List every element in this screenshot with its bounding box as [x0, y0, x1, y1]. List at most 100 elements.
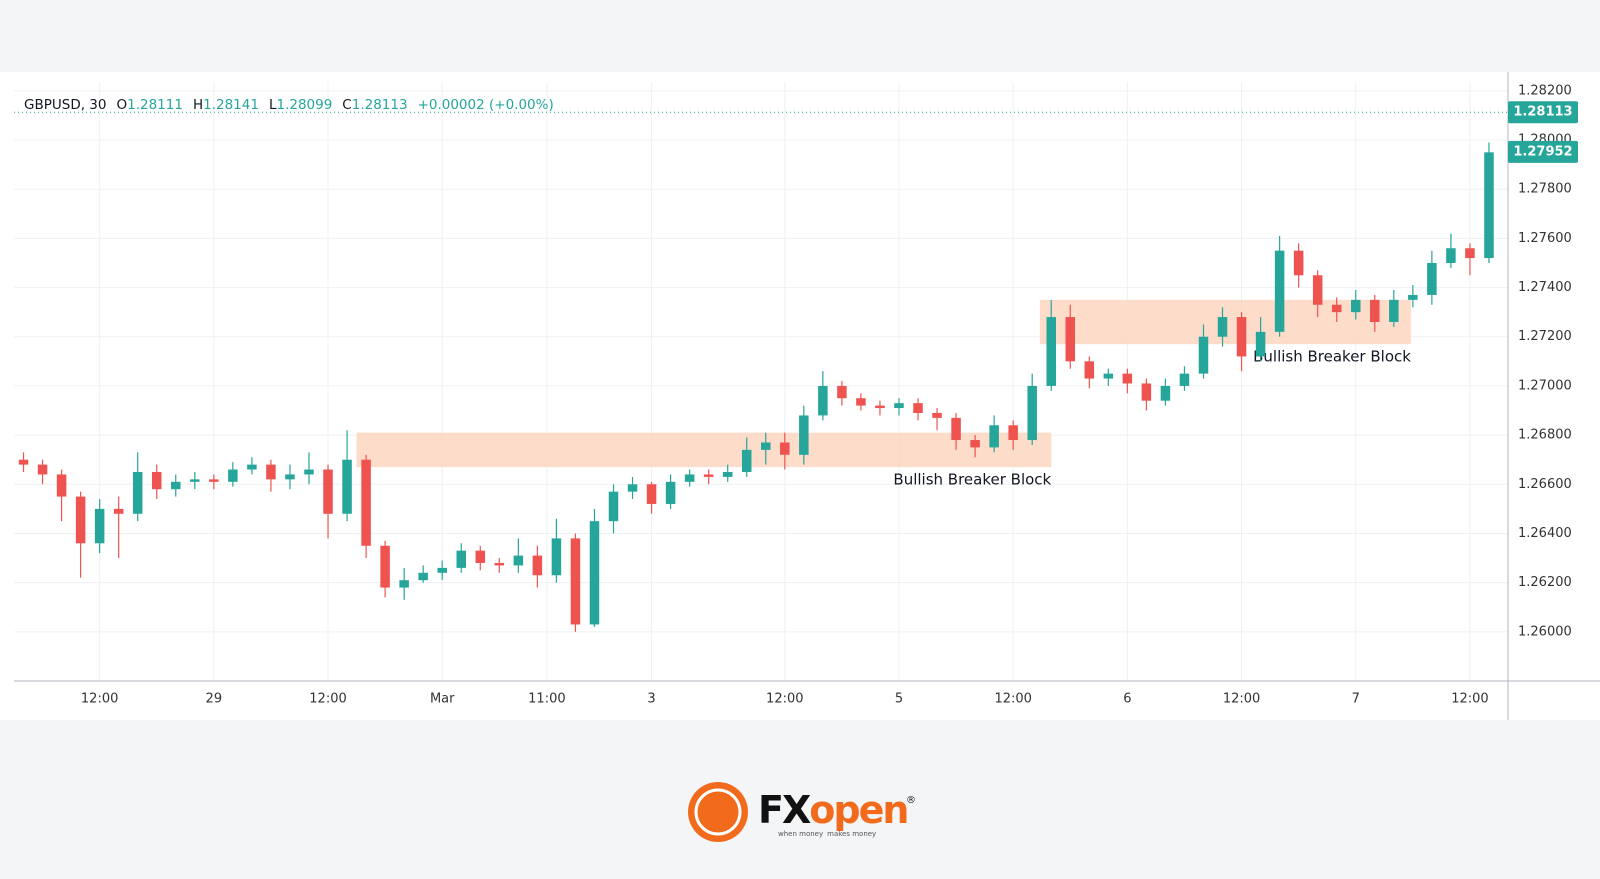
candle-body: [113, 508, 124, 514]
candle-body: [1008, 425, 1018, 441]
y-tick-label: 1.26400: [1518, 526, 1572, 541]
chart-layer: 1.282001.280001.278001.276001.274001.272…: [14, 72, 1600, 720]
candle-body: [1179, 373, 1190, 386]
candle-body: [761, 442, 771, 450]
candle-body: [1255, 331, 1266, 357]
candle-body: [437, 567, 447, 573]
candle-body: [171, 481, 181, 490]
candle-body: [1350, 299, 1361, 313]
y-tick-label: 1.26000: [1518, 624, 1572, 639]
candle-body: [1160, 385, 1171, 401]
candle-body: [37, 464, 48, 475]
x-tick-label: 12:00: [766, 692, 803, 707]
y-tick-label: 1.26200: [1518, 575, 1572, 590]
candle-body: [799, 415, 809, 455]
x-tick-label: 29: [206, 692, 223, 707]
y-tick-label: 1.27000: [1518, 378, 1572, 393]
candle-body: [780, 442, 790, 455]
candle-body: [1122, 373, 1133, 384]
candle-body: [342, 459, 352, 514]
brand: FXopen: [758, 788, 907, 832]
candle-body: [551, 538, 562, 576]
tagline: when money makes money: [778, 830, 876, 838]
candle-body: [837, 385, 847, 399]
x-tick-label: 12:00: [309, 692, 346, 707]
candle-body: [894, 403, 904, 409]
candle-body: [1370, 299, 1380, 322]
high-label: H: [193, 97, 203, 113]
candle-body: [361, 459, 371, 546]
x-tick-label: 5: [895, 692, 903, 707]
x-tick-label: 3: [647, 692, 655, 707]
candle-body: [1408, 294, 1418, 300]
candle-body: [1027, 385, 1037, 441]
candle-body: [1446, 248, 1456, 263]
candle-body: [475, 550, 486, 563]
candle-body: [856, 398, 866, 406]
candle-body: [1389, 299, 1399, 322]
high-value: 1.28141: [203, 97, 259, 113]
candle-body: [532, 555, 543, 576]
price-badge: [1508, 140, 1578, 163]
x-tick-label: Mar: [430, 692, 455, 707]
candle-body: [932, 412, 942, 418]
candle-body: [18, 459, 29, 465]
logo-emblem-ring: [694, 788, 742, 836]
registered-mark: ®: [906, 795, 916, 806]
candle-body: [741, 449, 752, 472]
zone-label: Bullish Breaker Block: [893, 471, 1051, 489]
candle-body: [132, 471, 143, 514]
price-badge-label: 1.28113: [1513, 105, 1572, 120]
candle-body: [56, 474, 67, 497]
candle-body: [399, 580, 409, 588]
candle-body: [418, 572, 428, 581]
candle-body: [646, 484, 657, 504]
header: GBPUSD, 30 O1.28111 H1.28141 L1.28099 C1.281…: [24, 97, 554, 113]
candle-body: [209, 479, 219, 482]
candle-body: [1065, 317, 1076, 362]
x-tick-label: 12:00: [1223, 692, 1260, 707]
tagline-a: when money: [778, 830, 823, 838]
candle-body: [627, 484, 638, 492]
tagline-b: makes money: [827, 830, 876, 838]
x-tick-label: 11:00: [528, 692, 565, 707]
candle-body: [989, 425, 999, 448]
price-badge-label: 1.27952: [1513, 144, 1572, 159]
candle-body: [94, 508, 105, 544]
symbol: GBPUSD, 30: [24, 97, 106, 113]
close-value: 1.28113: [352, 97, 408, 113]
candle-body: [1312, 275, 1323, 305]
change: +0.00002 (+0.00%): [418, 97, 554, 113]
candle-body: [1274, 250, 1285, 332]
candle-body: [1046, 317, 1056, 386]
candle-body: [1427, 262, 1437, 295]
candle-body: [951, 417, 961, 441]
candle-body: [247, 464, 257, 470]
candle-body: [304, 469, 314, 475]
y-tick-label: 1.26800: [1518, 428, 1572, 443]
y-tick-label: 1.26600: [1518, 477, 1572, 492]
candle-body: [151, 471, 162, 490]
candle-body: [228, 469, 238, 482]
x-tick-label: 12:00: [994, 692, 1031, 707]
price-badge: [1508, 101, 1578, 124]
candle-body: [323, 469, 333, 514]
candle-body: [722, 471, 733, 477]
open-label: O: [116, 97, 127, 113]
candle-body: [913, 403, 923, 413]
candle-body: [703, 474, 714, 477]
candle-body: [570, 538, 581, 625]
candle-body: [494, 562, 505, 566]
low-label: L: [269, 97, 277, 113]
candle-body: [1084, 361, 1095, 379]
candle-body: [665, 481, 676, 504]
candle-body: [818, 385, 828, 416]
close-label: C: [342, 97, 351, 113]
candle-body: [456, 550, 467, 568]
candle-body: [1141, 383, 1152, 401]
brand-fx: FX: [758, 788, 811, 832]
candle-body: [1465, 248, 1475, 259]
open-value: 1.28111: [127, 97, 183, 113]
